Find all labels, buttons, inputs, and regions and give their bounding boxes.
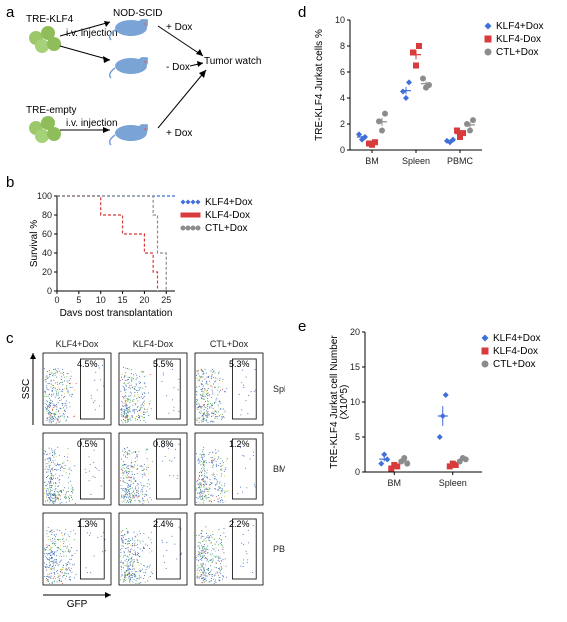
svg-text:Spleen: Spleen (402, 156, 430, 166)
label-b: b (6, 174, 14, 191)
svg-text:10: 10 (350, 397, 360, 407)
svg-text:8: 8 (340, 41, 345, 51)
svg-text:40: 40 (42, 248, 52, 258)
svg-text:CTL+Dox: CTL+Dox (496, 47, 539, 58)
svg-text:KLF4+Dox: KLF4+Dox (205, 197, 253, 208)
svg-text:KLF4+Dox: KLF4+Dox (493, 333, 541, 344)
svg-text:Spleen: Spleen (439, 478, 467, 488)
svg-text:20: 20 (139, 295, 149, 305)
panel-d-scatter: 0 2 4 6 8 10 BM Spleen PBMC TRE-KLF4 Jurkat cells… (310, 8, 550, 178)
svg-text:2: 2 (340, 119, 345, 129)
mouse-icon (110, 57, 148, 78)
svg-text:5.3%: 5.3% (229, 359, 250, 369)
svg-text:PBMC: PBMC (273, 544, 285, 554)
svg-text:Spleen: Spleen (273, 384, 285, 394)
svg-text:1.2%: 1.2% (229, 439, 250, 449)
svg-text:Survival %: Survival % (29, 220, 40, 267)
svg-text:4.5%: 4.5% (77, 359, 98, 369)
svg-text:1.3%: 1.3% (77, 519, 98, 529)
panel-b-survival: 0 5 10 15 20 25 0 20 40 60 80 100 Survival % Days pos… (25, 186, 260, 316)
svg-text:0.5%: 0.5% (77, 439, 98, 449)
tre-empty-text: TRE-empty (26, 105, 77, 116)
svg-text:4: 4 (340, 93, 345, 103)
svg-text:KLF4-Dox: KLF4-Dox (496, 34, 541, 45)
svg-text:5: 5 (355, 432, 360, 442)
svg-text:(X10^5): (X10^5) (339, 385, 350, 420)
label-d: d (298, 4, 306, 21)
iv-text-2: i.v. injection (66, 118, 118, 129)
svg-text:2.4%: 2.4% (153, 519, 174, 529)
svg-text:0: 0 (340, 145, 345, 155)
cells-klf4-icon (29, 26, 61, 53)
svg-text:15: 15 (350, 362, 360, 372)
svg-text:TRE-KLF4 Jurkat cells %: TRE-KLF4 Jurkat cells % (314, 29, 325, 141)
svg-text:25: 25 (161, 295, 171, 305)
svg-text:0.8%: 0.8% (153, 439, 174, 449)
svg-text:KLF4-Dox: KLF4-Dox (133, 339, 174, 349)
svg-text:5.5%: 5.5% (153, 359, 174, 369)
svg-text:KLF4-Dox: KLF4-Dox (205, 210, 250, 221)
svg-text:10: 10 (335, 15, 345, 25)
svg-text:BM: BM (365, 156, 379, 166)
label-c: c (6, 330, 14, 347)
svg-text:KLF4+Dox: KLF4+Dox (56, 339, 99, 349)
dox-plus-1: + Dox (166, 22, 192, 33)
dox-plus-2: + Dox (166, 128, 192, 139)
svg-text:0: 0 (54, 295, 59, 305)
svg-text:BM: BM (273, 464, 285, 474)
nod-text: NOD-SCID (113, 8, 162, 19)
svg-text:Days post transplantation: Days post transplantation (60, 308, 173, 316)
dox-minus: - Dox (166, 62, 190, 73)
svg-text:CTL+Dox: CTL+Dox (210, 339, 249, 349)
svg-text:10: 10 (96, 295, 106, 305)
tumor-watch-text: Tumor watch (204, 56, 261, 67)
label-e: e (298, 318, 306, 335)
tre-klf4-text: TRE-KLF4 (26, 14, 74, 25)
svg-text:KLF4+Dox: KLF4+Dox (496, 21, 544, 32)
svg-text:CTL+Dox: CTL+Dox (205, 223, 248, 234)
svg-text:20: 20 (350, 327, 360, 337)
svg-text:5: 5 (76, 295, 81, 305)
svg-text:SSC: SSC (21, 379, 32, 400)
svg-text:CTL+Dox: CTL+Dox (493, 359, 536, 370)
svg-text:KLF4-Dox: KLF4-Dox (493, 346, 538, 357)
svg-text:PBMC: PBMC (447, 156, 474, 166)
panel-c-facs: KLF4+Dox KLF4-Dox CTL+Dox Spleen BM PBMC 4.5% 5… (15, 335, 285, 615)
cells-empty-icon (29, 116, 61, 143)
svg-text:60: 60 (42, 229, 52, 239)
svg-text:GFP: GFP (67, 599, 88, 610)
svg-text:100: 100 (37, 191, 52, 201)
svg-text:20: 20 (42, 267, 52, 277)
svg-text:0: 0 (355, 467, 360, 477)
label-a: a (6, 4, 14, 21)
svg-text:80: 80 (42, 210, 52, 220)
svg-text:2.2%: 2.2% (229, 519, 250, 529)
svg-text:15: 15 (118, 295, 128, 305)
panel-a-schematic: TRE-KLF4 TRE-empty i.v. injection i.v. i… (18, 8, 263, 163)
svg-text:BM: BM (388, 478, 402, 488)
svg-text:0: 0 (47, 286, 52, 296)
panel-e-scatter: 05101520BMSpleenTRE-KLF4 Jurkat cell Num… (325, 320, 550, 500)
svg-text:6: 6 (340, 67, 345, 77)
